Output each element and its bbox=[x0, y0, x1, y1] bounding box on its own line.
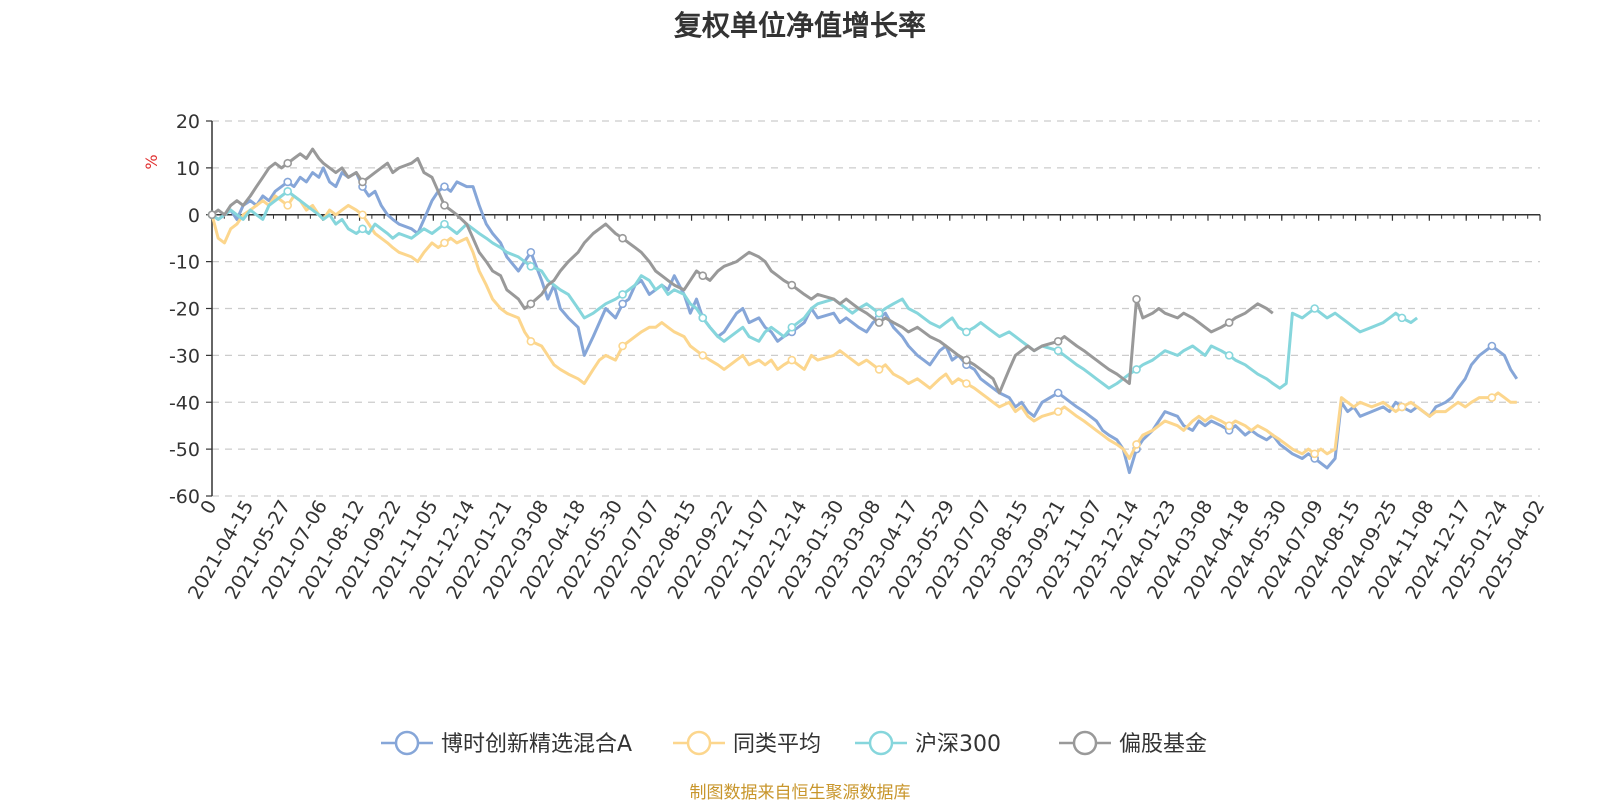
series-point-2 bbox=[698, 313, 708, 323]
series-point-3 bbox=[440, 201, 449, 210]
y-tick-label: -10 bbox=[169, 252, 200, 274]
series-point-3 bbox=[526, 299, 536, 309]
series-point-1 bbox=[698, 351, 708, 360]
legend-label: 沪深300 bbox=[915, 732, 1001, 757]
series-point-1 bbox=[618, 341, 627, 351]
y-tick-label: 0 bbox=[188, 205, 200, 227]
legend-marker bbox=[686, 730, 712, 756]
series-point-3 bbox=[618, 233, 627, 243]
series-point-2 bbox=[283, 187, 293, 196]
series-point-2 bbox=[1132, 365, 1141, 374]
series-point-2 bbox=[1397, 313, 1407, 323]
series-point-2 bbox=[962, 327, 971, 337]
series-point-2 bbox=[1224, 351, 1234, 360]
series-point-3 bbox=[283, 158, 293, 168]
series-point-1 bbox=[1132, 440, 1141, 449]
y-tick-label: -30 bbox=[169, 345, 200, 367]
series-point-3 bbox=[207, 210, 217, 220]
series-point-3 bbox=[962, 355, 971, 365]
legend-marker bbox=[1072, 730, 1098, 756]
legend-label: 同类平均 bbox=[733, 732, 821, 757]
series-point-2 bbox=[1053, 346, 1063, 355]
y-tick-label: 20 bbox=[176, 111, 200, 133]
series-point-1 bbox=[874, 365, 884, 374]
series-point-1 bbox=[1310, 449, 1319, 459]
series-point-3 bbox=[1132, 294, 1141, 304]
series-point-1 bbox=[440, 238, 449, 248]
series-point-0 bbox=[283, 177, 293, 187]
y-tick-label: -50 bbox=[169, 439, 200, 461]
series-point-2 bbox=[787, 322, 797, 332]
series-point-1 bbox=[1397, 402, 1407, 412]
series-line-3 bbox=[211, 147, 1274, 395]
series-point-0 bbox=[1053, 388, 1063, 398]
series-point-1 bbox=[283, 201, 293, 210]
series-point-3 bbox=[787, 280, 797, 290]
series-point-3 bbox=[1224, 318, 1234, 327]
series-point-1 bbox=[358, 210, 367, 220]
y-tick-label: -40 bbox=[169, 392, 200, 414]
legend-label: 偏股基金 bbox=[1119, 732, 1207, 757]
y-tick-label: -60 bbox=[169, 486, 200, 508]
y-axis-unit: % bbox=[142, 154, 161, 169]
legend-label: 博时创新精选混合A bbox=[441, 732, 632, 757]
series-point-2 bbox=[526, 262, 536, 271]
series-point-3 bbox=[1053, 337, 1063, 346]
series-point-3 bbox=[698, 271, 708, 280]
series-line-1 bbox=[210, 194, 1517, 460]
series-point-1 bbox=[526, 337, 536, 346]
series-point-1 bbox=[1487, 393, 1497, 402]
series-point-1 bbox=[1053, 407, 1063, 416]
series-point-0 bbox=[440, 182, 449, 191]
legend-marker bbox=[868, 730, 894, 756]
x-tick-label: 0 bbox=[196, 497, 221, 518]
series-point-0 bbox=[618, 299, 627, 309]
series-point-1 bbox=[1224, 421, 1234, 430]
y-tick-label: -20 bbox=[169, 299, 200, 321]
series-point-2 bbox=[440, 219, 449, 229]
chart-title: 复权单位净值增长率 bbox=[673, 9, 926, 42]
series-line-2 bbox=[211, 189, 1419, 390]
series-point-2 bbox=[874, 308, 884, 318]
series-point-2 bbox=[1310, 304, 1319, 313]
series-point-1 bbox=[962, 379, 971, 388]
series-point-2 bbox=[358, 224, 367, 234]
y-tick-label: 10 bbox=[176, 158, 200, 180]
series-point-3 bbox=[358, 177, 367, 187]
series-point-1 bbox=[787, 355, 797, 365]
series-line-0 bbox=[211, 166, 1519, 475]
series-point-2 bbox=[618, 290, 627, 299]
series-point-0 bbox=[1487, 341, 1497, 351]
series-point-0 bbox=[526, 247, 536, 257]
legend-marker bbox=[394, 730, 420, 756]
series-point-3 bbox=[874, 318, 884, 327]
source-note: 制图数据来自恒生聚源数据库 bbox=[689, 783, 911, 803]
